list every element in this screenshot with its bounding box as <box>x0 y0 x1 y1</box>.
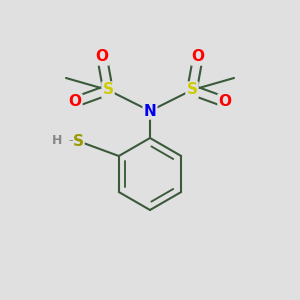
Text: S: S <box>73 134 83 148</box>
Text: H: H <box>52 134 62 147</box>
Text: O: O <box>68 94 82 110</box>
Text: O: O <box>191 50 205 64</box>
Text: N: N <box>144 103 156 118</box>
Text: O: O <box>218 94 232 110</box>
Text: O: O <box>95 50 109 64</box>
Text: -: - <box>68 134 73 147</box>
Text: S: S <box>103 82 113 98</box>
Text: S: S <box>187 82 197 98</box>
